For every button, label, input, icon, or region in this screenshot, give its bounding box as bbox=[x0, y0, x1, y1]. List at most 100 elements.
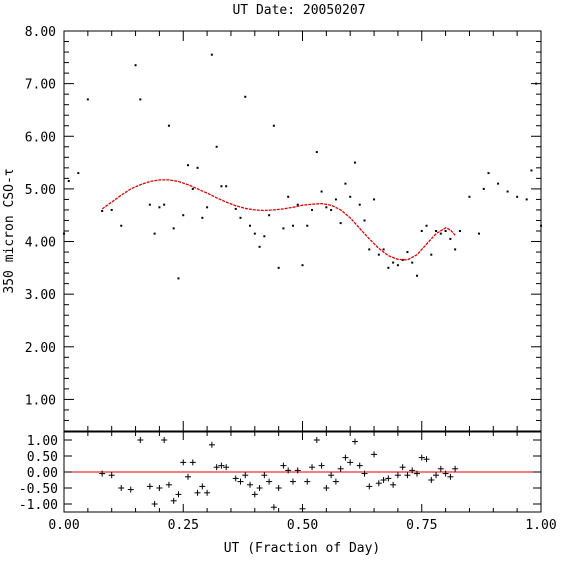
data-point bbox=[244, 95, 247, 98]
residual-point bbox=[433, 472, 440, 479]
residual-point bbox=[423, 456, 430, 463]
main-data-points bbox=[63, 53, 542, 280]
res-y-tick-label: -1.00 bbox=[19, 498, 58, 513]
data-point bbox=[282, 227, 285, 230]
residual-point bbox=[118, 485, 125, 491]
data-point bbox=[506, 190, 509, 193]
data-point bbox=[139, 98, 142, 101]
data-point bbox=[86, 98, 89, 101]
fit-curve bbox=[101, 179, 456, 261]
data-point bbox=[477, 232, 480, 235]
residual-point bbox=[261, 472, 268, 479]
residual-point bbox=[313, 437, 320, 443]
chart-title: UT Date: 20050207 bbox=[232, 3, 365, 18]
x-tick-label: 0.75 bbox=[406, 518, 437, 533]
data-point bbox=[497, 182, 500, 185]
residual-point bbox=[151, 501, 158, 507]
residual-point bbox=[332, 478, 339, 485]
data-point bbox=[339, 222, 342, 225]
data-point bbox=[377, 253, 380, 256]
data-point bbox=[449, 237, 452, 240]
residual-point bbox=[275, 485, 282, 491]
data-point bbox=[540, 224, 542, 227]
data-point bbox=[406, 251, 409, 254]
residual-point bbox=[351, 438, 358, 445]
residual-point bbox=[165, 481, 172, 488]
data-point bbox=[134, 64, 137, 67]
data-point bbox=[253, 232, 256, 235]
residual-point bbox=[232, 475, 239, 482]
main-plot-frame bbox=[63, 30, 542, 432]
data-point bbox=[530, 169, 533, 172]
residual-point bbox=[194, 489, 201, 496]
data-point bbox=[277, 266, 280, 269]
y-tick-label: 5.00 bbox=[25, 183, 56, 198]
residual-point bbox=[409, 467, 416, 474]
data-point bbox=[320, 190, 323, 193]
residual-point bbox=[270, 504, 277, 511]
data-point bbox=[349, 195, 352, 198]
residual-point bbox=[223, 464, 230, 471]
fit-line bbox=[101, 179, 456, 261]
x-tick-label: 0.00 bbox=[48, 518, 79, 533]
y-tick-label: 3.00 bbox=[25, 288, 56, 303]
residual-point bbox=[242, 472, 249, 479]
data-point bbox=[258, 245, 261, 248]
residual-point bbox=[356, 462, 363, 469]
residual-point bbox=[404, 472, 411, 479]
main-y-ticks: 1.00 2.00 3.00 4.00 5.00 6.00 7.00 8.00 bbox=[25, 25, 542, 431]
data-point bbox=[535, 82, 538, 85]
residual-point bbox=[208, 441, 215, 448]
residual-point bbox=[394, 472, 401, 479]
data-point bbox=[315, 151, 318, 154]
data-point bbox=[201, 216, 204, 219]
data-point bbox=[206, 206, 209, 209]
data-point bbox=[358, 203, 361, 206]
data-point bbox=[525, 198, 528, 201]
data-point bbox=[77, 172, 80, 175]
residual-point bbox=[361, 470, 368, 477]
res-y-tick-label: -0.50 bbox=[19, 482, 58, 497]
data-point bbox=[487, 172, 490, 175]
y-tick-label: 8.00 bbox=[25, 25, 56, 40]
data-point bbox=[210, 53, 213, 56]
data-point bbox=[435, 230, 438, 232]
data-point bbox=[396, 264, 399, 267]
residual-point bbox=[204, 489, 211, 496]
data-point bbox=[191, 187, 194, 190]
residual-point bbox=[452, 465, 459, 472]
y-tick-label: 1.00 bbox=[25, 393, 56, 408]
residual-point bbox=[323, 485, 330, 491]
data-point bbox=[263, 235, 266, 238]
y-tick-label: 7.00 bbox=[25, 78, 56, 93]
residual-point bbox=[218, 462, 225, 469]
data-point bbox=[287, 195, 290, 198]
residual-point bbox=[447, 473, 454, 480]
data-point bbox=[420, 230, 423, 232]
data-point bbox=[296, 203, 299, 206]
x-axis-label: UT (Fraction of Day) bbox=[224, 541, 381, 556]
data-point bbox=[220, 185, 223, 188]
data-point bbox=[177, 277, 180, 280]
residual-point bbox=[294, 467, 301, 474]
residual-point bbox=[375, 480, 382, 487]
residual-point bbox=[347, 459, 354, 466]
data-point bbox=[306, 224, 309, 227]
data-point bbox=[344, 182, 347, 185]
residual-point bbox=[189, 459, 196, 466]
data-point bbox=[392, 261, 395, 264]
data-point bbox=[363, 219, 366, 222]
residual-points bbox=[99, 437, 459, 512]
data-point bbox=[172, 227, 175, 230]
data-point bbox=[382, 248, 385, 251]
residual-y-ticks: -1.00-0.500.000.501.00 bbox=[19, 434, 541, 513]
data-point bbox=[67, 180, 70, 182]
data-point bbox=[63, 232, 65, 235]
residual-point bbox=[199, 483, 206, 490]
data-point bbox=[387, 266, 390, 269]
data-point bbox=[158, 206, 161, 209]
data-point bbox=[353, 161, 356, 164]
x-tick-label: 0.50 bbox=[287, 518, 318, 533]
data-point bbox=[249, 224, 252, 227]
residual-point bbox=[170, 497, 177, 504]
